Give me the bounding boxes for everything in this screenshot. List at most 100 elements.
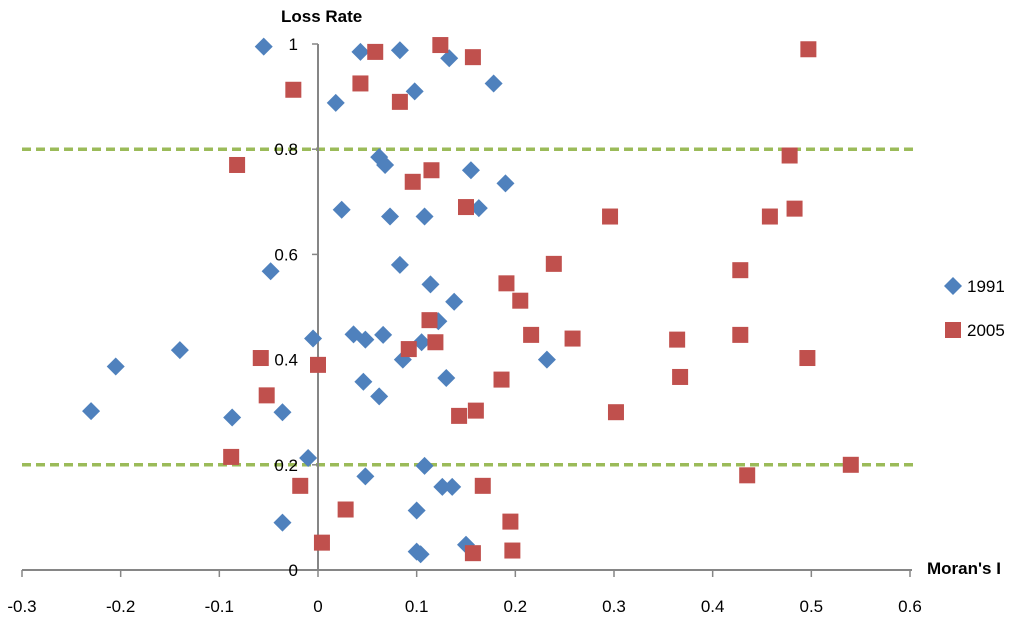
- x-tick-label: 0.4: [701, 597, 725, 616]
- point-1991: [421, 275, 440, 294]
- point-1991: [461, 161, 480, 180]
- point-1991: [484, 74, 503, 93]
- point-2005: [352, 75, 369, 92]
- point-2005: [545, 255, 562, 272]
- point-1991: [445, 292, 464, 311]
- series-1991: [82, 37, 556, 564]
- point-2005: [602, 208, 619, 225]
- x-tick-label: -0.1: [205, 597, 234, 616]
- point-1991: [469, 199, 488, 218]
- x-tick-label: -0.3: [7, 597, 36, 616]
- x-tick-label: 0.5: [800, 597, 824, 616]
- point-2005: [464, 49, 481, 66]
- point-2005: [310, 356, 326, 373]
- point-1991: [407, 501, 426, 520]
- point-2005: [421, 312, 438, 329]
- point-2005: [285, 81, 302, 98]
- point-2005: [252, 350, 269, 367]
- y-ticks: 0 0.2 0.4 0.6 0.8 1: [274, 35, 318, 580]
- point-1991: [415, 207, 434, 226]
- point-2005: [493, 371, 510, 388]
- point-2005: [739, 467, 756, 484]
- point-1991: [261, 262, 280, 281]
- point-1991: [170, 341, 189, 360]
- point-2005: [786, 200, 803, 217]
- point-1991: [443, 477, 462, 496]
- point-1991: [440, 49, 459, 68]
- point-1991: [304, 329, 323, 348]
- y-tick-label: 0: [289, 561, 298, 580]
- point-2005: [258, 387, 275, 404]
- point-1991: [356, 330, 375, 349]
- point-2005: [607, 404, 624, 421]
- point-2005: [467, 402, 484, 419]
- y-tick-label: 0.4: [274, 351, 298, 370]
- point-2005: [458, 199, 474, 216]
- point-1991: [223, 408, 242, 427]
- legend-item-2005: 2005: [945, 321, 1005, 340]
- point-2005: [523, 326, 540, 343]
- point-2005: [732, 326, 749, 343]
- point-2005: [367, 43, 384, 60]
- point-1991: [82, 402, 101, 421]
- point-2005: [800, 41, 817, 58]
- x-tick-label: 0.6: [898, 597, 922, 616]
- point-1991: [351, 42, 370, 61]
- legend-label: 1991: [967, 277, 1005, 296]
- point-2005: [391, 93, 408, 110]
- x-tick-label: -0.2: [106, 597, 135, 616]
- point-2005: [451, 407, 468, 424]
- point-1991: [273, 513, 292, 532]
- y-tick-label: 0.8: [274, 140, 298, 159]
- legend-label: 2005: [967, 321, 1005, 340]
- axes: [22, 44, 912, 571]
- point-2005: [842, 456, 859, 473]
- point-1991: [412, 333, 431, 352]
- point-1991: [411, 545, 430, 564]
- point-2005: [313, 534, 330, 551]
- point-2005: [498, 275, 515, 292]
- point-1991: [299, 448, 318, 467]
- x-axis-title: Moran's I: [927, 559, 1001, 578]
- point-1991: [370, 387, 389, 406]
- point-2005: [781, 147, 798, 164]
- point-2005: [761, 208, 778, 225]
- point-2005: [504, 542, 521, 559]
- legend-item-1991: 1991: [944, 277, 1005, 296]
- x-tick-label: 0.1: [405, 597, 429, 616]
- reference-lines: [22, 147, 916, 467]
- point-2005: [669, 331, 686, 348]
- point-2005: [799, 350, 816, 367]
- point-1991: [433, 477, 452, 496]
- y-tick-label: 0.6: [274, 245, 298, 264]
- point-2005: [432, 37, 449, 54]
- series-2005: [223, 37, 859, 562]
- point-2005: [229, 156, 246, 173]
- point-1991: [381, 207, 400, 226]
- point-2005: [464, 545, 481, 562]
- point-1991: [273, 403, 292, 422]
- point-1991: [354, 372, 373, 391]
- point-1991: [405, 82, 424, 101]
- point-1991: [376, 155, 395, 174]
- x-tick-label: 0.3: [602, 597, 626, 616]
- point-1991: [332, 200, 351, 219]
- point-2005: [474, 477, 491, 494]
- y-tick-label: 1: [289, 35, 298, 54]
- y-tick-label: 0.2: [274, 456, 298, 475]
- point-1991: [326, 93, 345, 112]
- point-2005: [223, 448, 240, 465]
- point-2005: [564, 330, 581, 347]
- x-tick-label: 0: [313, 597, 322, 616]
- legend: 1991 2005: [944, 277, 1005, 340]
- point-2005: [502, 513, 519, 530]
- y-axis-title: Loss Rate: [281, 7, 362, 26]
- point-1991: [496, 174, 515, 193]
- point-2005: [404, 173, 421, 190]
- point-1991: [537, 350, 556, 369]
- point-2005: [427, 334, 444, 351]
- point-1991: [374, 325, 393, 344]
- x-tick-label: 0.2: [504, 597, 528, 616]
- point-2005: [732, 262, 749, 279]
